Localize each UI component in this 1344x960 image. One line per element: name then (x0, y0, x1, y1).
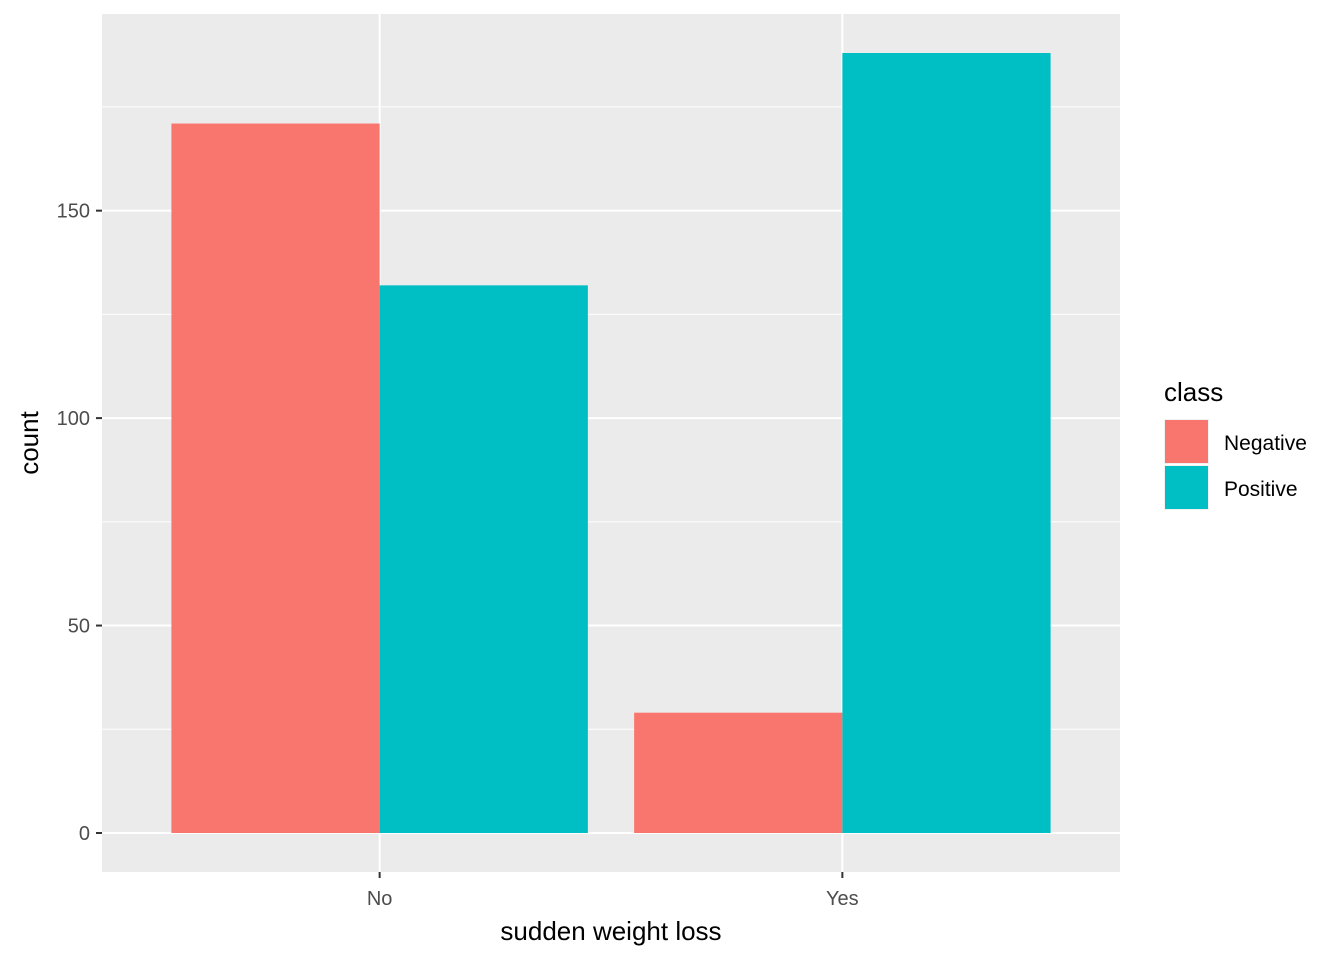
y-tick-label: 150 (57, 201, 90, 223)
legend-key-positive (1165, 466, 1208, 509)
x-tick-label: No (367, 888, 393, 910)
y-tick-label: 50 (68, 616, 90, 638)
bars (171, 53, 1051, 833)
x-axis-title: sudden weight loss (500, 916, 721, 946)
bar-negative-yes (634, 712, 843, 833)
y-axis: 0 50 100 150 (57, 201, 102, 845)
x-tick-label: Yes (826, 888, 859, 910)
x-axis: No Yes (367, 872, 859, 910)
legend-title: class (1164, 377, 1223, 407)
bar-positive-yes (842, 53, 1051, 833)
y-axis-title: count (14, 410, 44, 474)
bar-positive-no (379, 285, 588, 833)
legend-label-negative: Negative (1224, 432, 1307, 455)
y-tick-label: 100 (57, 408, 90, 430)
legend-label-positive: Positive (1224, 478, 1298, 501)
legend: class Negative Positive (1164, 377, 1307, 510)
legend-key-negative (1165, 420, 1208, 463)
y-tick-label: 0 (79, 823, 90, 845)
bar-negative-no (171, 123, 380, 833)
